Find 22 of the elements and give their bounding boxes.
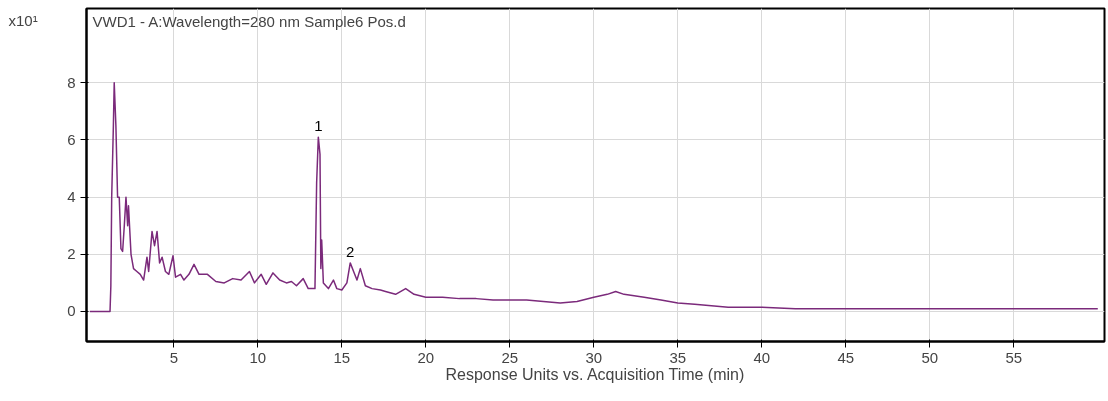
x-tick-label: 30 — [585, 348, 603, 366]
x-tick-label: 5 — [169, 348, 179, 366]
annotation: 1 — [314, 117, 323, 135]
x-tick-label: 15 — [333, 348, 351, 366]
y-tick-label: 4 — [67, 188, 76, 206]
y-axis-title: x10¹ — [8, 11, 38, 29]
x-tick-label: 55 — [1005, 348, 1023, 366]
annotation: 2 — [346, 242, 355, 260]
x-tick-label: 10 — [249, 348, 267, 366]
x-tick-label: 25 — [501, 348, 519, 366]
chart-title: VWD1 - A:Wavelength=280 nm Sample6 Pos.d — [92, 12, 406, 30]
x-axis-title: Response Units vs. Acquisition Time (min) — [445, 365, 745, 383]
x-tick-label: 50 — [921, 348, 939, 366]
x-tick-label: 45 — [837, 348, 855, 366]
x-tick-label: 40 — [753, 348, 771, 366]
line-series — [89, 82, 1099, 313]
x-tick-label: 20 — [417, 348, 435, 366]
x-tick-label: 35 — [669, 348, 687, 366]
y-tick-label: 0 — [67, 302, 76, 320]
y-tick-label: 8 — [67, 73, 76, 91]
y-tick-label: 6 — [67, 130, 76, 148]
y-tick-label: 2 — [67, 245, 76, 263]
